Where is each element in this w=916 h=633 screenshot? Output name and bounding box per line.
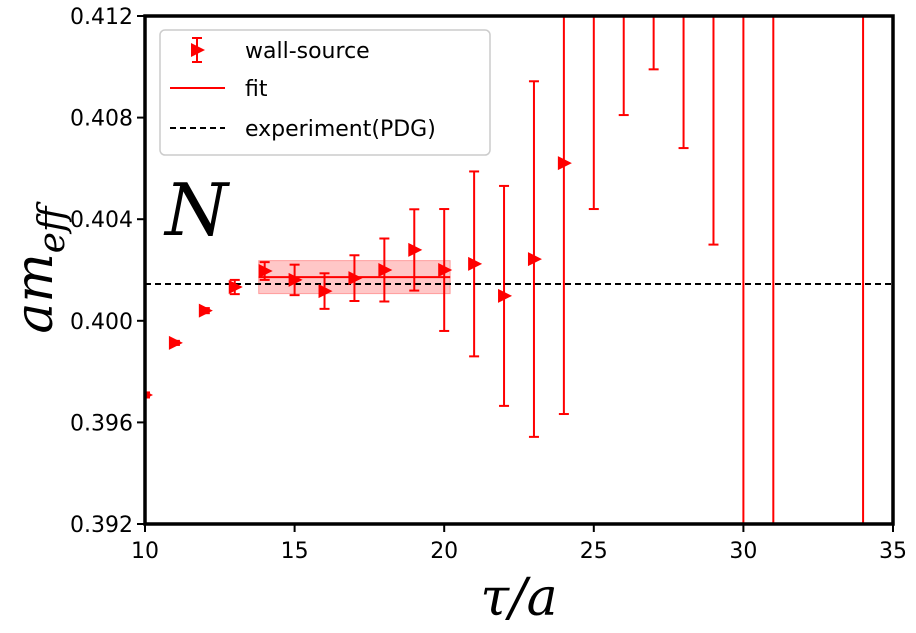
y-label-main: am xyxy=(5,253,65,333)
y-tick-label: 0.404 xyxy=(70,208,133,233)
legend: wall-source fit experiment(PDG) xyxy=(159,29,491,156)
point xyxy=(258,264,273,279)
x-tick-label: 25 xyxy=(580,539,608,564)
annotation: N xyxy=(163,168,231,252)
x-tick-label: 15 xyxy=(281,539,309,564)
point xyxy=(527,252,542,267)
point xyxy=(498,288,513,303)
y-tick-label: 0.396 xyxy=(70,411,133,436)
x-tick-label: 30 xyxy=(729,539,757,564)
plot-area xyxy=(145,16,893,524)
legend-marker xyxy=(191,43,205,57)
point xyxy=(348,271,363,286)
legend-label: fit xyxy=(245,77,268,102)
y-axis-label: ameff xyxy=(5,201,73,334)
axes-frame xyxy=(143,14,895,526)
x-tick-label: 35 xyxy=(879,539,907,564)
y-tick-label: 0.412 xyxy=(70,5,133,30)
legend-label: experiment(PDG) xyxy=(245,117,436,142)
point xyxy=(408,242,423,257)
x-axis-label: τ/a xyxy=(480,568,557,628)
point xyxy=(378,263,393,277)
y-tick-label: 0.400 xyxy=(70,310,133,335)
y-tick-label: 0.408 xyxy=(70,107,133,132)
legend-label: wall-source xyxy=(245,39,370,64)
point xyxy=(557,156,572,171)
legend-box xyxy=(159,29,491,156)
y-tick-label: 0.392 xyxy=(70,513,133,538)
point xyxy=(318,284,333,299)
point xyxy=(438,263,453,277)
point xyxy=(288,272,303,287)
y-label-sub: eff xyxy=(32,201,73,253)
point xyxy=(198,303,213,318)
x-tick-label: 10 xyxy=(131,539,159,564)
point xyxy=(145,390,153,399)
point xyxy=(468,256,483,271)
point xyxy=(168,335,183,350)
point xyxy=(228,280,243,295)
x-tick-label: 20 xyxy=(430,539,458,564)
